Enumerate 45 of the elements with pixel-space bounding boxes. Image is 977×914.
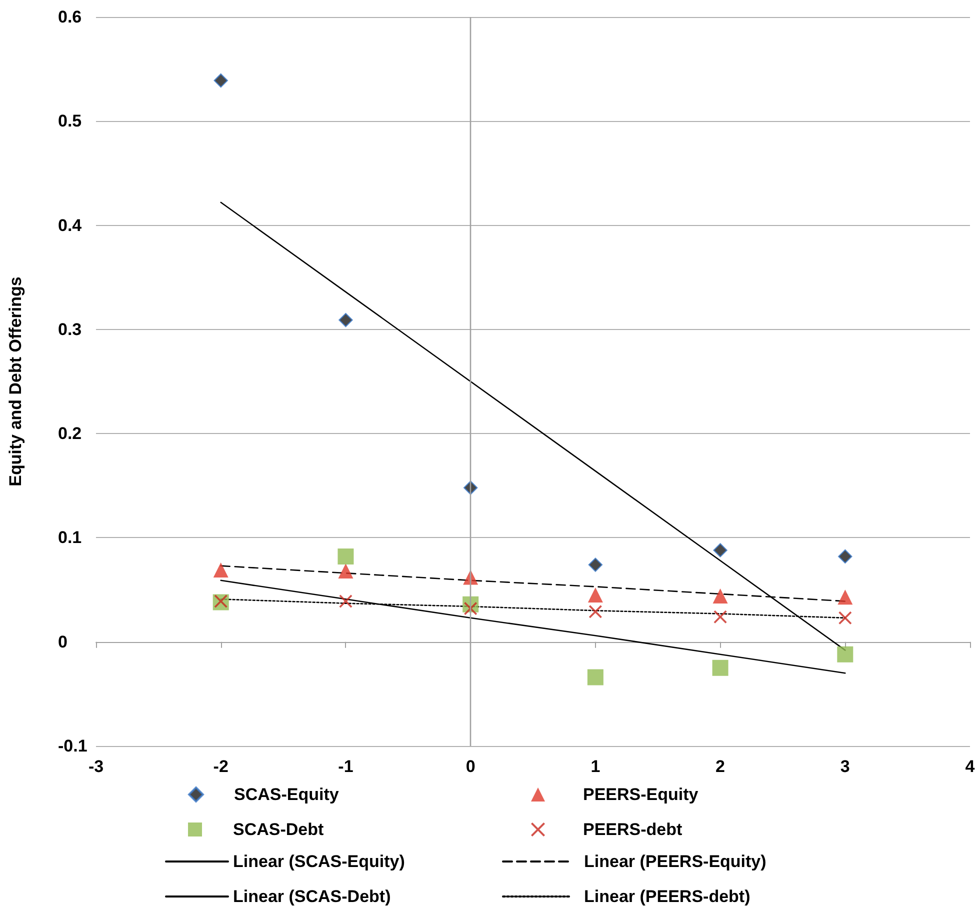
point xyxy=(464,602,478,616)
y-axis-title: Equity and Debt Offerings xyxy=(6,276,25,486)
y-tick-label: 0.1 xyxy=(58,528,82,548)
x-tick-label: 1 xyxy=(590,757,600,776)
point xyxy=(338,312,353,328)
y-tick-label: 0.5 xyxy=(58,112,82,131)
point xyxy=(713,543,728,558)
y-tick-label: 0.6 xyxy=(58,8,82,26)
x-tick-label: 3 xyxy=(840,757,850,776)
point xyxy=(714,610,727,624)
x-tick-label: 0 xyxy=(466,757,476,776)
point xyxy=(838,549,852,564)
legend-label: Linear (SCAS-Debt) xyxy=(233,887,391,906)
x-tick-label: 4 xyxy=(965,757,976,776)
legend-label: SCAS-Debt xyxy=(233,820,324,839)
point xyxy=(588,605,602,618)
point xyxy=(588,587,603,602)
legend-label: PEERS-Equity xyxy=(583,785,699,804)
y-tick-label: 0 xyxy=(58,632,68,652)
point xyxy=(339,594,352,608)
point xyxy=(587,669,604,686)
legend-label: Linear (PEERS-Equity) xyxy=(584,852,766,871)
point xyxy=(213,562,228,578)
point xyxy=(712,588,728,604)
legend-label: SCAS-Equity xyxy=(234,785,340,804)
legend-label: Linear (SCAS-Equity) xyxy=(233,852,405,871)
y-tick-label: 0.3 xyxy=(58,320,82,339)
legend-label: Linear (PEERS-debt) xyxy=(584,887,750,906)
x-tick-label: 2 xyxy=(716,757,726,776)
point xyxy=(338,564,354,579)
point xyxy=(837,646,854,662)
point xyxy=(214,73,228,88)
legend-label: PEERS-debt xyxy=(583,820,683,839)
x-tick-label: -2 xyxy=(213,757,228,776)
point xyxy=(712,660,728,676)
point xyxy=(588,558,603,572)
x-tick-label: -3 xyxy=(88,757,104,776)
point xyxy=(838,611,852,624)
x-tick-label: -1 xyxy=(338,757,354,776)
y-tick-label: 0.4 xyxy=(58,216,82,235)
line-series xyxy=(220,580,846,674)
y-tick-label: -0.1 xyxy=(58,736,88,756)
y-tick-label: 0.2 xyxy=(58,424,82,444)
point xyxy=(838,590,853,605)
point xyxy=(338,548,354,564)
